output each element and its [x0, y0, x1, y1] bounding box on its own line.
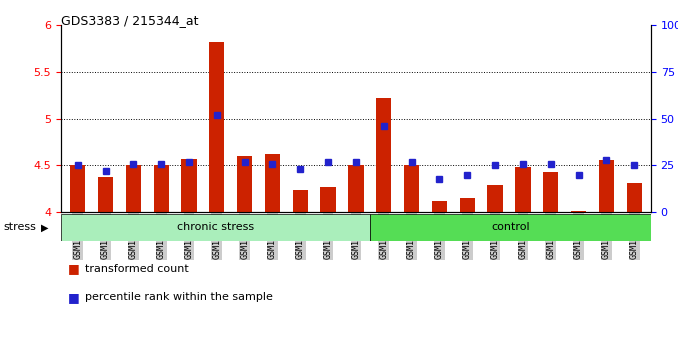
Bar	[153, 165, 169, 212]
Text: GDS3383 / 215344_at: GDS3383 / 215344_at	[61, 14, 199, 27]
Bar	[376, 98, 391, 212]
Bar	[370, 214, 651, 241]
Bar	[125, 165, 141, 212]
Bar	[626, 183, 642, 212]
Bar	[571, 211, 586, 212]
Text: ■: ■	[68, 263, 79, 275]
Bar	[515, 167, 531, 212]
Bar	[404, 165, 419, 212]
Text: control: control	[491, 222, 530, 233]
Bar	[293, 190, 308, 212]
Text: chronic stress: chronic stress	[177, 222, 254, 233]
Bar	[348, 165, 363, 212]
Bar	[487, 185, 502, 212]
Bar	[543, 172, 559, 212]
Bar	[321, 187, 336, 212]
Bar	[599, 160, 614, 212]
Bar	[70, 165, 85, 212]
Bar	[61, 214, 370, 241]
Text: ▶: ▶	[41, 222, 48, 233]
Bar	[265, 154, 280, 212]
Bar	[460, 198, 475, 212]
Bar	[432, 201, 447, 212]
Text: stress: stress	[3, 222, 36, 233]
Text: percentile rank within the sample: percentile rank within the sample	[85, 292, 273, 302]
Text: transformed count: transformed count	[85, 264, 188, 274]
Bar	[210, 42, 224, 212]
Bar	[98, 177, 113, 212]
Bar	[237, 156, 252, 212]
Text: ■: ■	[68, 291, 79, 304]
Bar	[181, 159, 197, 212]
